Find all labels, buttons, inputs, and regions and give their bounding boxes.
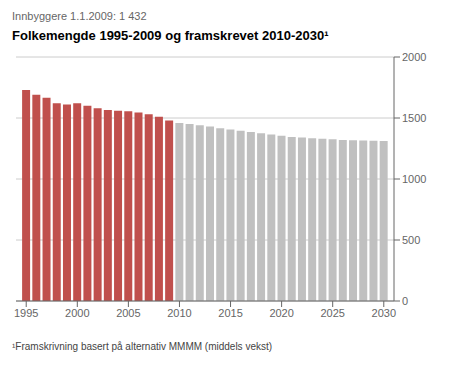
svg-text:2005: 2005 bbox=[116, 307, 140, 319]
svg-text:0: 0 bbox=[402, 295, 408, 307]
html-text:Innbyggere 1.1.2009: 1 432: Innbyggere 1.1.2009: 1 432 bbox=[12, 10, 147, 22]
svg-text:2030: 2030 bbox=[372, 307, 396, 319]
svg-text:1500: 1500 bbox=[402, 112, 426, 124]
html-text:Folkemengde 1995-2009 og frams: Folkemengde 1995-2009 og framskrevet 201… bbox=[12, 28, 329, 43]
svg-text:2015: 2015 bbox=[218, 307, 242, 319]
svg-text:2025: 2025 bbox=[320, 307, 344, 319]
html-text:¹Framskrivning basert på alter: ¹Framskrivning basert på alternativ MMMM… bbox=[12, 341, 273, 352]
svg-text:2000: 2000 bbox=[65, 307, 89, 319]
svg-text:1000: 1000 bbox=[402, 173, 426, 185]
svg-text:2020: 2020 bbox=[269, 307, 293, 319]
svg-text:2010: 2010 bbox=[167, 307, 191, 319]
svg-text:2000: 2000 bbox=[402, 51, 426, 63]
svg-text:500: 500 bbox=[402, 234, 420, 246]
svg-text:1995: 1995 bbox=[14, 307, 38, 319]
